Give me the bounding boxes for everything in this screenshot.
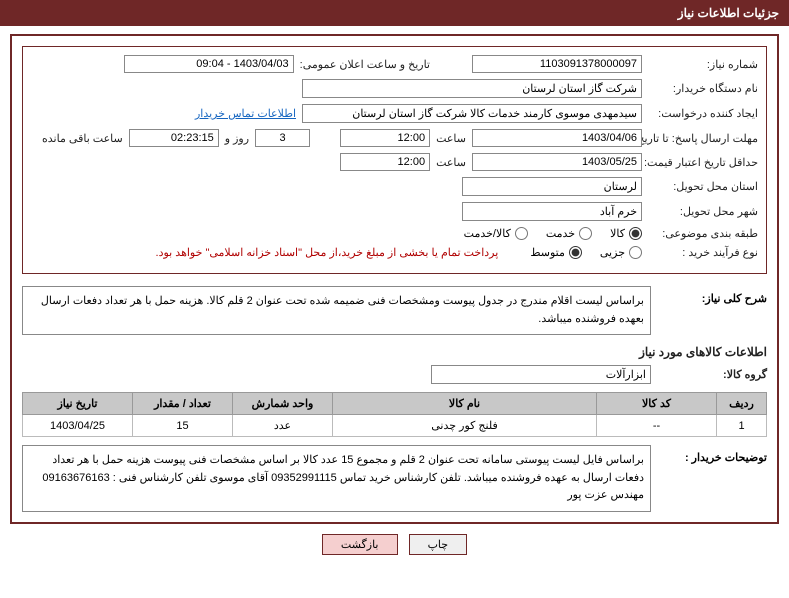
td-qty: 15 <box>133 415 233 437</box>
label-reply-deadline: مهلت ارسال پاسخ: تا تاریخ: <box>648 132 758 145</box>
details-frame: شماره نیاز: 1103091378000097 تاریخ و ساع… <box>22 46 767 274</box>
page-title: جزئیات اطلاعات نیاز <box>0 0 789 26</box>
label-buyer-notes: توضیحات خریدار : <box>657 445 767 464</box>
subject-radio-group: کالا خدمت کالا/خدمت <box>464 227 642 240</box>
th-qty: تعداد / مقدار <box>133 393 233 415</box>
radio-kala-khadmat[interactable]: کالا/خدمت <box>464 227 528 240</box>
payment-note: پرداخت تمام یا بخشی از مبلغ خرید،از محل … <box>156 246 499 259</box>
radio-kala-khadmat-label: کالا/خدمت <box>464 227 511 240</box>
value-validity-hour: 12:00 <box>340 153 430 171</box>
label-price-validity: حداقل تاریخ اعتبار قیمت: تا تاریخ: <box>648 156 758 169</box>
value-province: لرستان <box>462 177 642 196</box>
goods-info-title: اطلاعات کالاهای مورد نیاز <box>22 345 767 359</box>
radio-khadmat[interactable]: خدمت <box>546 227 592 240</box>
table-header-row: ردیف کد کالا نام کالا واحد شمارش تعداد /… <box>23 393 767 415</box>
goods-table: ردیف کد کالا نام کالا واحد شمارش تعداد /… <box>22 392 767 437</box>
label-province: استان محل تحویل: <box>648 180 758 193</box>
radio-khadmat-label: خدمت <box>546 227 575 240</box>
label-requester: ایجاد کننده درخواست: <box>648 107 758 120</box>
td-code: -- <box>597 415 717 437</box>
td-need-date: 1403/04/25 <box>23 415 133 437</box>
label-subject-class: طبقه بندی موضوعی: <box>648 227 758 240</box>
label-announce: تاریخ و ساعت اعلان عمومی: <box>300 58 430 71</box>
table-row: 1 -- فلنج کور چدنی عدد 15 1403/04/25 <box>23 415 767 437</box>
label-buy-process: نوع فرآیند خرید : <box>648 246 758 259</box>
value-reply-hour: 12:00 <box>340 129 430 147</box>
value-need-no: 1103091378000097 <box>472 55 642 73</box>
th-name: نام کالا <box>333 393 597 415</box>
td-name: فلنج کور چدنی <box>333 415 597 437</box>
value-city: خرم آباد <box>462 202 642 221</box>
label-city: شهر محل تحویل: <box>648 205 758 218</box>
value-general-desc: براساس لیست اقلام مندرج در جدول پیوست وم… <box>22 286 651 335</box>
value-buyer-notes: براساس فایل لیست پیوستی سامانه تحت عنوان… <box>22 445 651 512</box>
main-frame: شماره نیاز: 1103091378000097 تاریخ و ساع… <box>10 34 779 524</box>
back-button[interactable]: بازگشت <box>322 534 398 555</box>
print-button[interactable]: چاپ <box>409 534 468 555</box>
label-days-and: روز و <box>225 132 249 145</box>
radio-motavaset-input[interactable] <box>569 246 582 259</box>
label-hours-remain: ساعت باقی مانده <box>42 132 123 145</box>
radio-khadmat-input[interactable] <box>579 227 592 240</box>
radio-motavaset-label: متوسط <box>530 246 565 259</box>
radio-kala[interactable]: کالا <box>610 227 642 240</box>
value-validity-date: 1403/05/25 <box>472 153 642 171</box>
value-goods-group: ابزارآلات <box>431 365 651 384</box>
th-need-date: تاریخ نیاز <box>23 393 133 415</box>
label-hour-1: ساعت <box>436 132 466 145</box>
value-remain-days: 3 <box>255 129 310 147</box>
radio-kala-khadmat-input[interactable] <box>515 227 528 240</box>
radio-motavaset[interactable]: متوسط <box>530 246 582 259</box>
td-unit: عدد <box>233 415 333 437</box>
radio-jozi-label: جزیی <box>600 246 625 259</box>
th-code: کد کالا <box>597 393 717 415</box>
radio-kala-label: کالا <box>610 227 625 240</box>
process-radio-group: جزیی متوسط <box>530 246 642 259</box>
label-hour-2: ساعت <box>436 156 466 169</box>
label-goods-group: گروه کالا: <box>657 368 767 381</box>
th-row: ردیف <box>717 393 767 415</box>
radio-kala-input[interactable] <box>629 227 642 240</box>
value-reply-date: 1403/04/06 <box>472 129 642 147</box>
value-requester: سیدمهدی موسوی کارمند خدمات کالا شرکت گاز… <box>302 104 642 123</box>
value-remain-time: 02:23:15 <box>129 129 219 147</box>
value-buyer-org: شرکت گاز استان لرستان <box>302 79 642 98</box>
radio-jozi[interactable]: جزیی <box>600 246 642 259</box>
radio-jozi-input[interactable] <box>629 246 642 259</box>
label-general-desc: شرح کلی نیاز: <box>657 286 767 305</box>
value-announce: 1403/04/03 - 09:04 <box>124 55 294 73</box>
label-need-no: شماره نیاز: <box>648 58 758 71</box>
buyer-contact-link[interactable]: اطلاعات تماس خریدار <box>195 107 296 120</box>
td-row: 1 <box>717 415 767 437</box>
label-buyer-org: نام دستگاه خریدار: <box>648 82 758 95</box>
th-unit: واحد شمارش <box>233 393 333 415</box>
